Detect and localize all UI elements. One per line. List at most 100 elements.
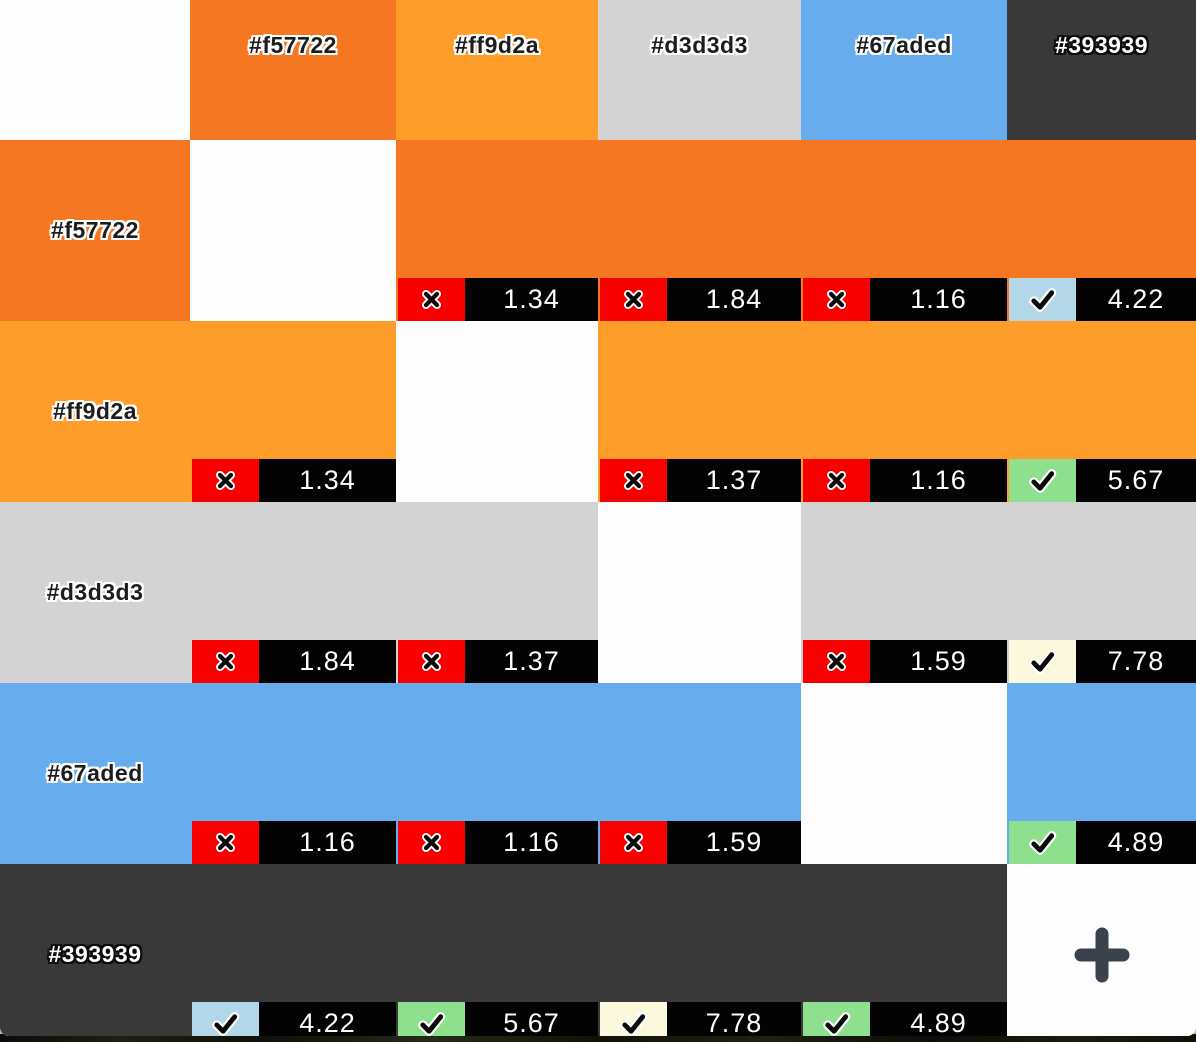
- contrast-ratio-value: 4.22: [259, 1002, 396, 1036]
- contrast-badge: 1.37: [600, 459, 801, 502]
- plus-icon: [1074, 927, 1129, 982]
- column-header-label: #ff9d2a: [454, 32, 540, 58]
- contrast-badge: 1.34: [398, 278, 598, 321]
- row-header-cell-f57722: #f57722: [0, 140, 190, 321]
- contrast-ratio-value: 1.37: [667, 459, 801, 502]
- contrast-badge: 1.16: [398, 821, 598, 864]
- self-comparison-cell: [190, 140, 396, 321]
- contrast-level-aa18-box: [192, 1002, 259, 1036]
- contrast-badge: 1.84: [600, 278, 801, 321]
- contrast-ratio-value: 1.16: [870, 459, 1007, 502]
- contrast-cell: 1.34: [396, 140, 598, 321]
- contrast-level-aa-box: [803, 1002, 870, 1036]
- contrast-cell: 1.16: [190, 683, 396, 864]
- contrast-cell: 1.16: [801, 140, 1007, 321]
- contrast-level-fail-box: [600, 278, 667, 321]
- contrast-badge: 4.22: [192, 1002, 396, 1036]
- contrast-level-fail-box: [192, 640, 259, 683]
- x-icon: [624, 471, 643, 490]
- self-comparison-cell: [1007, 864, 1196, 1036]
- row-header-label: #d3d3d3: [46, 579, 144, 605]
- self-comparison-cell: [396, 321, 598, 502]
- contrast-cell: 1.84: [190, 502, 396, 683]
- contrast-ratio-value: 1.84: [667, 278, 801, 321]
- contrast-ratio-value: 1.84: [259, 640, 396, 683]
- check-icon: [620, 1012, 648, 1036]
- contrast-level-fail-box: [398, 640, 465, 683]
- contrast-cell: 4.22: [190, 864, 396, 1036]
- contrast-cell: 1.34: [190, 321, 396, 502]
- contrast-cell: 1.84: [598, 140, 801, 321]
- contrast-cell: 1.16: [801, 321, 1007, 502]
- contrast-badge: 7.78: [1009, 640, 1196, 683]
- column-header-cell-67aded: #67aded: [801, 0, 1007, 140]
- contrast-level-aaa-box: [600, 1002, 667, 1036]
- contrast-level-aa-box: [1009, 821, 1076, 864]
- x-icon: [827, 471, 846, 490]
- row-header-label: #f57722: [51, 217, 139, 243]
- contrast-cell: 1.59: [801, 502, 1007, 683]
- row-header-cell-67aded: #67aded: [0, 683, 190, 864]
- contrast-ratio-value: 5.67: [465, 1002, 598, 1036]
- contrast-level-fail-box: [803, 278, 870, 321]
- contrast-level-fail-box: [192, 821, 259, 864]
- contrast-badge: 1.16: [803, 459, 1007, 502]
- x-icon: [624, 290, 643, 309]
- contrast-ratio-value: 1.59: [667, 821, 801, 864]
- x-icon: [422, 652, 441, 671]
- contrast-level-fail-box: [398, 821, 465, 864]
- row-header-label: #67aded: [47, 760, 143, 786]
- contrast-cell: 5.67: [1007, 321, 1196, 502]
- contrast-ratio-value: 1.37: [465, 640, 598, 683]
- contrast-cell: 1.16: [396, 683, 598, 864]
- row-header-label: #393939: [48, 941, 142, 967]
- contrast-ratio-value: 5.67: [1076, 459, 1196, 502]
- row-header-label: #ff9d2a: [52, 398, 138, 424]
- check-icon: [1029, 469, 1057, 493]
- contrast-cell: 7.78: [1007, 502, 1196, 683]
- column-header-label: #67aded: [856, 32, 952, 58]
- check-icon: [823, 1012, 851, 1036]
- contrast-ratio-value: 1.34: [465, 278, 598, 321]
- contrast-level-fail-box: [803, 640, 870, 683]
- contrast-badge: 1.59: [600, 821, 801, 864]
- x-icon: [624, 833, 643, 852]
- contrast-badge: 1.37: [398, 640, 598, 683]
- contrast-badge: 1.16: [192, 821, 396, 864]
- check-icon: [418, 1012, 446, 1036]
- x-icon: [827, 290, 846, 309]
- contrast-level-fail-box: [600, 821, 667, 864]
- contrast-ratio-value: 1.16: [465, 821, 598, 864]
- contrast-level-aa-box: [398, 1002, 465, 1036]
- column-header-cell-f57722: #f57722: [190, 0, 396, 140]
- contrast-badge: 1.84: [192, 640, 396, 683]
- column-header-cell-d3d3d3: #d3d3d3: [598, 0, 801, 140]
- contrast-badge: 5.67: [398, 1002, 598, 1036]
- contrast-ratio-value: 7.78: [667, 1002, 801, 1036]
- contrast-level-fail-box: [192, 459, 259, 502]
- contrast-ratio-value: 1.59: [870, 640, 1007, 683]
- contrast-badge: 5.67: [1009, 459, 1196, 502]
- contrast-level-fail-box: [398, 278, 465, 321]
- contrast-ratio-value: 1.16: [259, 821, 396, 864]
- self-comparison-cell: [801, 683, 1007, 864]
- add-color-button[interactable]: [1007, 864, 1196, 1036]
- contrast-badge: 4.89: [803, 1002, 1007, 1036]
- check-icon: [1029, 288, 1057, 312]
- contrast-cell: 1.59: [598, 683, 801, 864]
- contrast-cell: 1.37: [396, 502, 598, 683]
- x-icon: [216, 833, 235, 852]
- contrast-badge: 7.78: [600, 1002, 801, 1036]
- column-header-label: #d3d3d3: [651, 32, 748, 58]
- contrast-level-aaa-box: [1009, 640, 1076, 683]
- check-icon: [1029, 831, 1057, 855]
- row-header-cell-393939: #393939: [0, 864, 190, 1036]
- contrast-cell: 1.37: [598, 321, 801, 502]
- self-comparison-cell: [598, 502, 801, 683]
- contrast-cell: 4.22: [1007, 140, 1196, 321]
- contrast-cell: 4.89: [1007, 683, 1196, 864]
- contrast-badge: 1.16: [803, 278, 1007, 321]
- contrast-badge: 1.34: [192, 459, 396, 502]
